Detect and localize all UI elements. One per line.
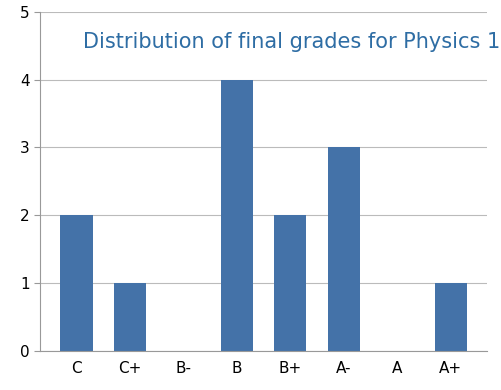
Bar — [220, 80, 253, 351]
Bar — [274, 215, 306, 351]
Bar — [114, 283, 146, 351]
Bar — [327, 147, 359, 351]
Text: Distribution of final grades for Physics 139B: Distribution of final grades for Physics… — [83, 32, 501, 52]
Bar — [434, 283, 466, 351]
Bar — [60, 215, 92, 351]
